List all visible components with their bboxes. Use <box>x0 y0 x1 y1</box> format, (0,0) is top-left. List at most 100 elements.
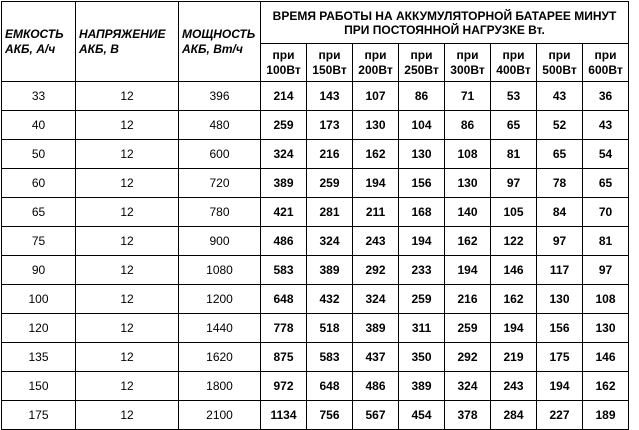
table-cell: 648 <box>306 371 353 401</box>
table-cell: 324 <box>444 371 491 401</box>
table-cell: 350 <box>398 342 445 372</box>
table-cell: 135 <box>1 342 76 372</box>
table-cell: 90 <box>1 255 76 285</box>
table-cell: 437 <box>352 342 399 372</box>
table-cell: 70 <box>582 197 629 227</box>
table-cell: 243 <box>352 226 399 256</box>
header-runtime-line2: ПРИ ПОСТОЯННОЙ НАГРУЗКЕ Вт. <box>344 22 545 37</box>
table-cell: 292 <box>352 255 399 285</box>
table-cell: 518 <box>306 313 353 343</box>
header-load-6: при 500Вт <box>536 43 583 82</box>
table-cell: 162 <box>444 226 491 256</box>
table-cell: 1080 <box>178 255 261 285</box>
header-load-3-line2: 250Вт <box>404 62 439 77</box>
header-load-0-line2: 100Вт <box>266 62 301 77</box>
table-cell: 65 <box>1 197 76 227</box>
header-load-1: при 150Вт <box>306 43 353 82</box>
table-cell: 389 <box>398 371 445 401</box>
table-cell: 389 <box>306 255 353 285</box>
table-cell: 194 <box>490 313 537 343</box>
table-cell: 480 <box>178 110 261 140</box>
table-cell: 243 <box>490 371 537 401</box>
table-cell: 396 <box>178 81 261 111</box>
table-cell: 81 <box>582 226 629 256</box>
header-load-1-line1: при <box>318 47 341 62</box>
table-cell: 12 <box>75 255 179 285</box>
table-cell: 50 <box>1 139 76 169</box>
table-cell: 900 <box>178 226 261 256</box>
table-body: 33 12 396 214 143 107 86 71 53 43 36 40 12 480 259 173 1… <box>1 81 629 430</box>
table-cell: 156 <box>536 313 583 343</box>
table-cell: 324 <box>260 139 307 169</box>
header-load-0-line1: при <box>272 47 295 62</box>
table-cell: 324 <box>352 284 399 314</box>
table-cell: 97 <box>490 168 537 198</box>
table-row: 100 12 1200 648 432 324 259 216 162 130 108 <box>1 284 629 314</box>
table-cell: 40 <box>1 110 76 140</box>
table-cell: 311 <box>398 313 445 343</box>
header-load-4-line1: при <box>456 47 479 62</box>
header-runtime-line1: ВРЕМЯ РАБОТЫ НА АККУМУЛЯТОРНОЙ БАТАРЕЕ М… <box>272 8 617 23</box>
table-cell: 162 <box>582 371 629 401</box>
table-cell: 168 <box>398 197 445 227</box>
table-cell: 194 <box>352 168 399 198</box>
table-cell: 12 <box>75 81 179 111</box>
header-load-0: при 100Вт <box>260 43 307 82</box>
table-row: 75 12 900 486 324 243 194 162 122 97 81 <box>1 226 629 256</box>
table-cell: 1440 <box>178 313 261 343</box>
header-load-5-line2: 400Вт <box>496 62 531 77</box>
table-cell: 52 <box>536 110 583 140</box>
table-cell: 12 <box>75 226 179 256</box>
table-cell: 53 <box>490 81 537 111</box>
table-cell: 54 <box>582 139 629 169</box>
header-capacity: ЕМКОСТЬ АКБ, А/ч <box>1 1 76 82</box>
table-cell: 173 <box>306 110 353 140</box>
header-load-6-line2: 500Вт <box>542 62 577 77</box>
header-load-7-line2: 600Вт <box>588 62 623 77</box>
table-cell: 81 <box>490 139 537 169</box>
table-cell: 104 <box>398 110 445 140</box>
table-cell: 216 <box>306 139 353 169</box>
load-header-row: при 100Вт при 150Вт при 200Вт при 250Вт при 300Вт… <box>2 43 629 82</box>
table-cell: 107 <box>352 81 399 111</box>
table-cell: 389 <box>260 168 307 198</box>
table-cell: 12 <box>75 313 179 343</box>
table-cell: 648 <box>260 284 307 314</box>
header-power-line1: МОЩНОСТЬ <box>182 26 256 41</box>
header-load-2-line2: 200Вт <box>358 62 393 77</box>
table-cell: 194 <box>398 226 445 256</box>
table-cell: 86 <box>444 110 491 140</box>
table-row: 50 12 600 324 216 162 130 108 81 65 54 <box>1 139 629 169</box>
table-cell: 12 <box>75 197 179 227</box>
header-runtime-title: ВРЕМЯ РАБОТЫ НА АККУМУЛЯТОРНОЙ БАТАРЕЕ М… <box>260 1 629 44</box>
table-cell: 65 <box>490 110 537 140</box>
table-cell: 219 <box>490 342 537 372</box>
table-cell: 130 <box>352 110 399 140</box>
table-cell: 216 <box>444 284 491 314</box>
table-cell: 65 <box>536 139 583 169</box>
table-cell: 71 <box>444 81 491 111</box>
table-row: 135 12 1620 875 583 437 350 292 219 175 146 <box>1 342 629 372</box>
table-cell: 156 <box>398 168 445 198</box>
table-row: 60 12 720 389 259 194 156 130 97 78 65 <box>1 168 629 198</box>
header-load-5-line1: при <box>502 47 525 62</box>
header-load-5: при 400Вт <box>490 43 537 82</box>
header-load-3-line1: при <box>410 47 433 62</box>
table-row: 90 12 1080 583 389 292 233 194 146 117 97 <box>1 255 629 285</box>
table-cell: 143 <box>306 81 353 111</box>
table-cell: 146 <box>582 342 629 372</box>
table-cell: 1200 <box>178 284 261 314</box>
table-cell: 43 <box>536 81 583 111</box>
table-cell: 97 <box>536 226 583 256</box>
header-load-1-line2: 150Вт <box>312 62 347 77</box>
header-voltage-line2: АКБ, В <box>79 41 119 56</box>
header-voltage-line1: НАПРЯЖЕНИЕ <box>79 26 166 41</box>
table-cell: 78 <box>536 168 583 198</box>
table-cell: 972 <box>260 371 307 401</box>
table-cell: 1620 <box>178 342 261 372</box>
header-capacity-line2: АКБ, А/ч <box>5 41 56 56</box>
table-cell: 194 <box>536 371 583 401</box>
header-load-2: при 200Вт <box>352 43 399 82</box>
table-row: 150 12 1800 972 648 486 389 324 243 194 162 <box>1 371 629 401</box>
